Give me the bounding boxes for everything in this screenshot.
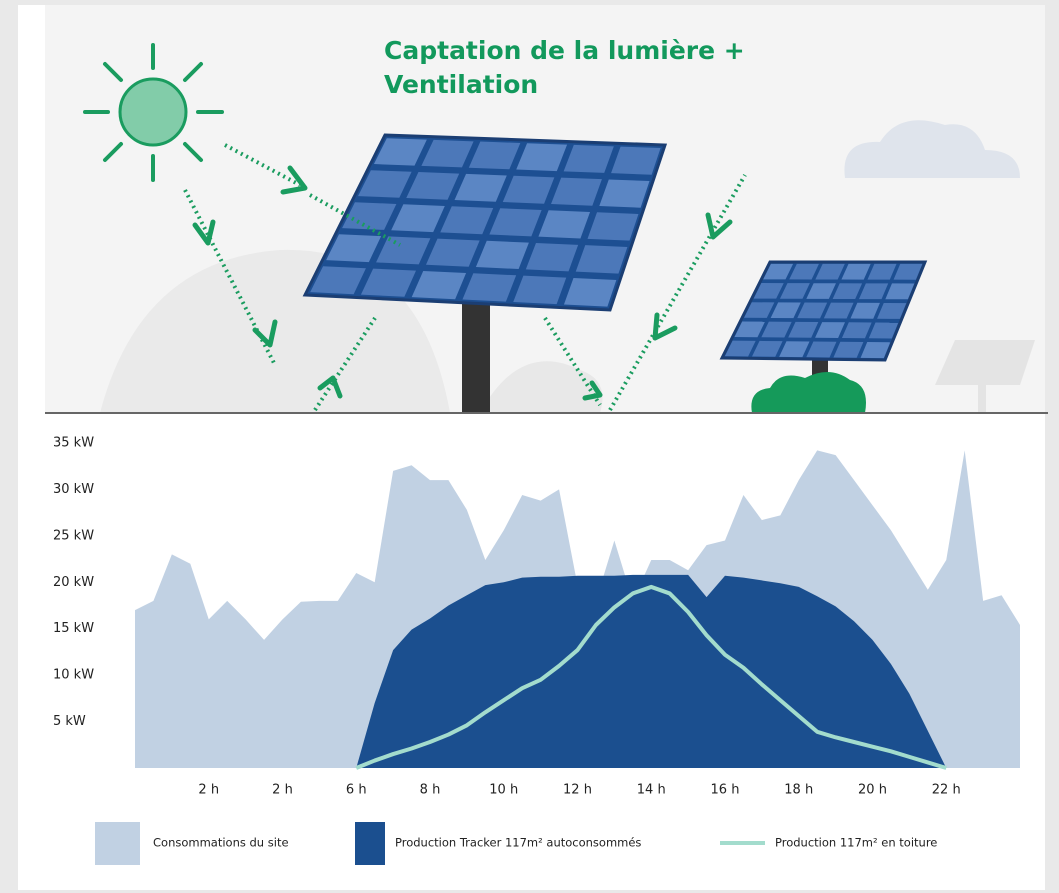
x-tick-label: 20 h (858, 783, 887, 798)
y-tick-label: 20 kW (53, 575, 94, 590)
x-tick-label: 18 h (784, 783, 813, 798)
x-tick-label: 6 h (346, 783, 367, 798)
legend-swatch (95, 822, 140, 865)
x-tick-label: 8 h (420, 783, 441, 798)
x-tick-label: 2 h (272, 783, 293, 798)
legend-label: Production Tracker 117m² autoconsommés (395, 836, 641, 850)
y-tick-label: 10 kW (53, 668, 94, 683)
y-tick-label: 5 kW (53, 714, 86, 729)
legend-label: Consommations du site (153, 836, 289, 850)
legend-label: Production 117m² en toiture (775, 836, 937, 850)
legend-swatch (355, 822, 385, 865)
x-tick-label: 16 h (711, 783, 740, 798)
y-tick-label: 30 kW (53, 482, 94, 497)
x-tick-label: 12 h (563, 783, 592, 798)
y-tick-label: 35 kW (53, 436, 94, 451)
y-tick-label: 25 kW (53, 528, 94, 543)
x-tick-label: 22 h (932, 783, 961, 798)
x-tick-label: 10 h (489, 783, 518, 798)
chart: 5 kW 10 kW 15 kW 20 kW 25 kW 30 kW 35 kW 2 h 2 h… (0, 0, 1059, 893)
x-tick-label: 14 h (637, 783, 666, 798)
y-tick-label: 15 kW (53, 621, 94, 636)
page: Captation de la lumière + Ventilation 5 … (0, 0, 1059, 893)
x-tick-label: 2 h (198, 783, 219, 798)
